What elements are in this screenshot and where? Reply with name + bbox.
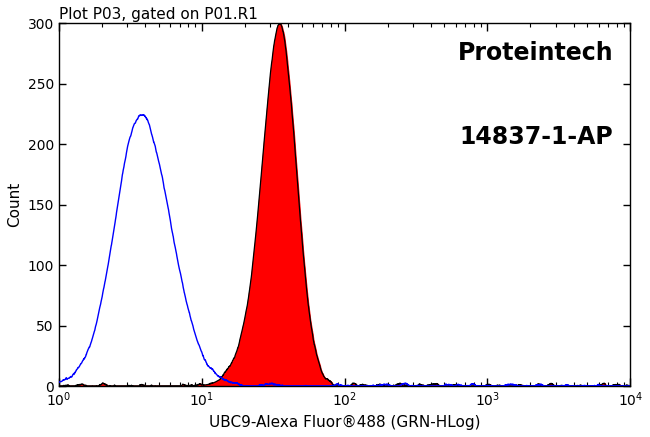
Text: Proteintech: Proteintech — [458, 41, 613, 65]
Y-axis label: Count: Count — [7, 182, 22, 227]
X-axis label: UBC9-Alexa Fluor®488 (GRN-HLog): UBC9-Alexa Fluor®488 (GRN-HLog) — [209, 415, 480, 430]
Text: 14837-1-AP: 14837-1-AP — [460, 125, 613, 149]
Text: Plot P03, gated on P01.R1: Plot P03, gated on P01.R1 — [58, 7, 257, 22]
